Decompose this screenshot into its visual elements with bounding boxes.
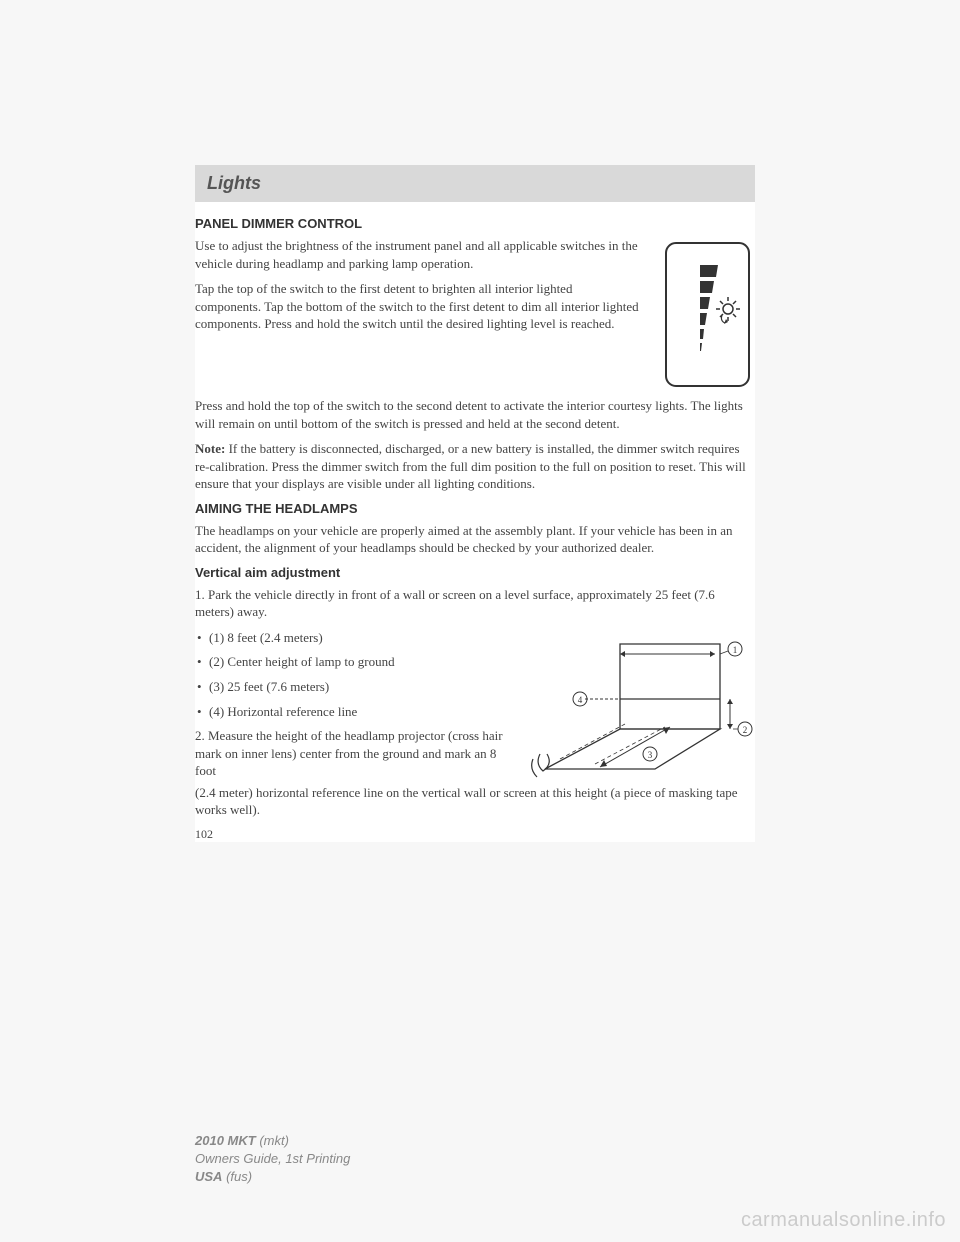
content-area: Lights PANEL DIMMER CONTROL — [195, 165, 755, 842]
panel-dimmer-heading: PANEL DIMMER CONTROL — [195, 216, 755, 231]
list-item: (2) Center height of lamp to ground — [195, 653, 755, 671]
footer-block: 2010 MKT (mkt) Owners Guide, 1st Printin… — [195, 1132, 350, 1187]
page-number: 102 — [195, 827, 755, 842]
dimmer-p3: Press and hold the top of the switch to … — [195, 397, 755, 432]
footer-usa: USA — [195, 1169, 222, 1184]
aiming-diagram-block: 1 4 2 — [195, 629, 755, 784]
aiming-step2b: (2.4 meter) horizontal reference line on… — [195, 784, 755, 819]
panel-dimmer-block: Use to adjust the brightness of the inst… — [195, 237, 755, 397]
vertical-aim-subheading: Vertical aim adjustment — [195, 565, 755, 580]
note-label: Note: — [195, 441, 225, 456]
dimmer-note: Note: If the battery is disconnected, di… — [195, 440, 755, 493]
footer-usa-paren: (fus) — [222, 1169, 252, 1184]
aiming-heading: AIMING THE HEADLAMPS — [195, 501, 755, 516]
list-item: (4) Horizontal reference line — [195, 703, 755, 721]
footer-line2: Owners Guide, 1st Printing — [195, 1150, 350, 1168]
aiming-p1: The headlamps on your vehicle are proper… — [195, 522, 755, 557]
footer-line3: USA (fus) — [195, 1168, 350, 1186]
chapter-header-band: Lights — [195, 165, 755, 202]
list-item: (3) 25 feet (7.6 meters) — [195, 678, 755, 696]
watermark-text: carmanualsonline.info — [741, 1209, 946, 1232]
list-item: (1) 8 feet (2.4 meters) — [195, 629, 755, 647]
diagram-label-2: 2 — [743, 725, 748, 735]
dimmer-switch-icon — [660, 237, 755, 392]
aiming-step1: 1. Park the vehicle directly in front of… — [195, 586, 755, 621]
page-container: Lights PANEL DIMMER CONTROL — [0, 0, 960, 1242]
note-text: If the battery is disconnected, discharg… — [195, 441, 746, 491]
footer-model: 2010 MKT — [195, 1133, 256, 1148]
chapter-title: Lights — [207, 173, 743, 194]
diagram-label-3: 3 — [648, 750, 653, 760]
footer-line1: 2010 MKT (mkt) — [195, 1132, 350, 1150]
footer-model-paren: (mkt) — [256, 1133, 289, 1148]
